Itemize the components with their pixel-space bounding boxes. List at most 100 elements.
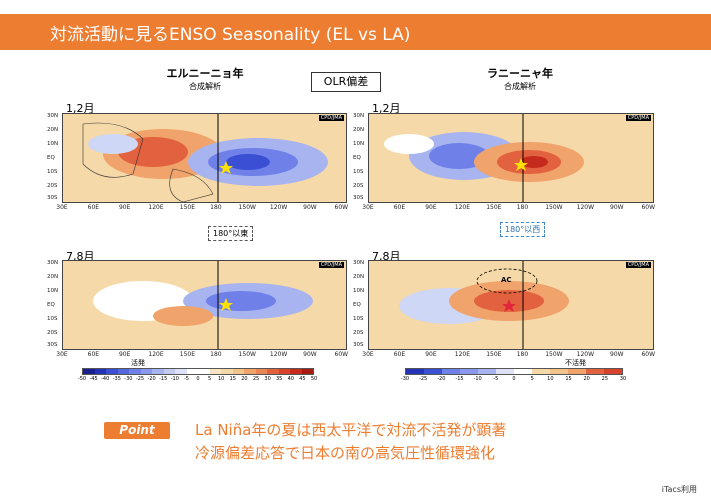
lat-tick: 20S [353,330,364,336]
period-left-top: 1,2月 [66,102,95,115]
lat-tick: 20S [47,330,58,336]
period-right-bottom: 7,8月 [372,250,401,263]
cb-tick: -5 [493,376,499,382]
source-tag: CPD/JMA [625,115,651,121]
lat-tick: 20N [47,127,59,133]
lat-ticks-right-bottom: 30N 20N 10N EQ 10S 20S 30S [353,260,368,350]
olr-anomaly-label: OLR偏差 [311,72,381,92]
lon-tick: 90W [610,204,624,211]
lat-tick: 10S [47,316,58,322]
lat-tick: 10N [47,141,59,147]
el-nino-title: エルニーニョ年 [166,67,244,80]
cb-tick: 35 [276,376,283,382]
period-left-bottom: 7,8月 [66,250,95,263]
colorbar-right-ticks: -30 -25 -20 -15 -10 -5 0 5 10 15 20 25 3… [401,376,626,383]
lat-tick: 30S [47,195,58,201]
cb-tick: -30 [400,376,410,382]
cb-tick: -20 [437,376,446,382]
lat-ticks-left-bottom: 30N 20N 10N EQ 10S 20S 30S [47,260,62,350]
lat-tick: 10N [353,141,365,147]
cb-tick: -10 [170,376,179,382]
lon-tick: 90E [425,351,437,358]
lat-tick: 20S [47,183,58,189]
cb-tick: 25 [601,376,609,382]
lon-tick: 150W [238,204,256,211]
cb-tick: 5 [530,376,534,382]
lat-tick: 10N [353,288,365,294]
cb-tick: -25 [135,376,145,382]
source-tag: CPD/JMA [625,262,651,268]
lon-tick: 120W [576,204,595,211]
map-el-nino-jul-aug: CPD/JMA [62,260,347,350]
cb-tick: -50 [77,376,87,382]
lon-ticks-right-top: 30E 60E 90E 120E 150E 180 150W 120W 90W … [362,204,655,212]
cb-tick: -15 [159,376,168,382]
lat-tick: 30S [47,342,58,348]
colorbar-left-ticks: -50 -45 -40 -35 -30 -25 -20 -15 -10 -5 0… [78,376,318,383]
lon-tick: 150W [238,351,256,358]
lon-tick: 150E [179,204,196,211]
cb-tick: -35 [112,376,121,382]
lon-tick: 120E [454,204,470,211]
lon-tick: 180 [210,351,222,358]
lat-tick: EQ [353,302,361,308]
lat-tick: EQ [47,302,55,308]
lon-ticks-left-top: 30E 60E 90E 120E 150E 180 150W 120W 90W … [56,204,349,212]
lon-tick: 60W [334,351,349,358]
lon-tick: 120E [148,204,164,211]
map-la-nina-jul-aug: CPD/JMA AC [368,260,654,350]
title-bar: 対流活動に見るENSO Seasonality (EL vs LA) [0,14,711,50]
cb-tick: 40 [287,376,294,382]
cb-tick: 10 [218,376,225,382]
lat-tick: 10S [353,169,364,175]
cb-tick: -15 [455,376,464,382]
lat-tick: EQ [47,155,55,161]
cb-tick: 0 [196,376,200,382]
map-la-nina-jan-feb: CPD/JMA [368,113,654,203]
cb-tick: 25 [252,376,260,382]
lon-tick: 120W [269,204,288,211]
cb-tick: -5 [183,376,189,382]
la-nina-heading: ラニーニャ年 合成解析 [465,65,575,92]
source-tag: CPD/JMA [318,115,344,121]
lon-tick: 150W [545,351,563,358]
lat-tick: 30N [47,113,59,119]
lon-tick: 60E [87,351,100,358]
lon-tick: 60E [393,204,406,211]
el-nino-heading: エルニーニョ年 合成解析 [150,65,260,92]
lat-tick: 30N [47,260,59,266]
point-badge: Point [104,422,170,439]
cb-tick: -20 [147,376,156,382]
colorbar-right-label: 不活発 [565,359,586,367]
lat-ticks-right-top: 30N 20N 10N EQ 10S 20S 30S [353,113,368,203]
lon-tick: 90E [425,204,437,211]
lon-tick: 90W [303,204,317,211]
credit-text: iTacs利用 [661,485,697,494]
lon-tick: 30E [362,204,374,211]
cb-tick: -30 [124,376,133,382]
lon-tick: 90W [303,351,317,358]
lon-tick: 150W [545,204,563,211]
lat-tick: 30S [353,342,364,348]
lon-tick: 180 [210,204,222,211]
slide-title: 対流活動に見るENSO Seasonality (EL vs LA) [50,25,411,45]
period-right-top: 1,2月 [372,102,401,115]
cb-tick: 20 [241,376,248,382]
lon-tick: 60W [334,204,349,211]
lon-tick: 90W [610,351,624,358]
lat-tick: 30N [353,260,365,266]
lon-tick: 180 [516,351,529,358]
lon-tick: 30E [56,351,68,358]
cb-tick: 50 [310,376,318,382]
cb-tick: 0 [512,376,516,382]
lat-tick: 10S [47,169,58,175]
cb-tick: 15 [229,376,236,382]
lon-tick: 180 [516,204,529,211]
colorbar-left [82,368,314,375]
lon-tick: 30E [56,204,68,211]
lon-tick: 60W [641,351,656,358]
cb-tick: -10 [473,376,482,382]
cb-tick: 30 [264,376,271,382]
lon-tick: 120E [148,351,164,358]
lon-tick: 30E [362,351,374,358]
